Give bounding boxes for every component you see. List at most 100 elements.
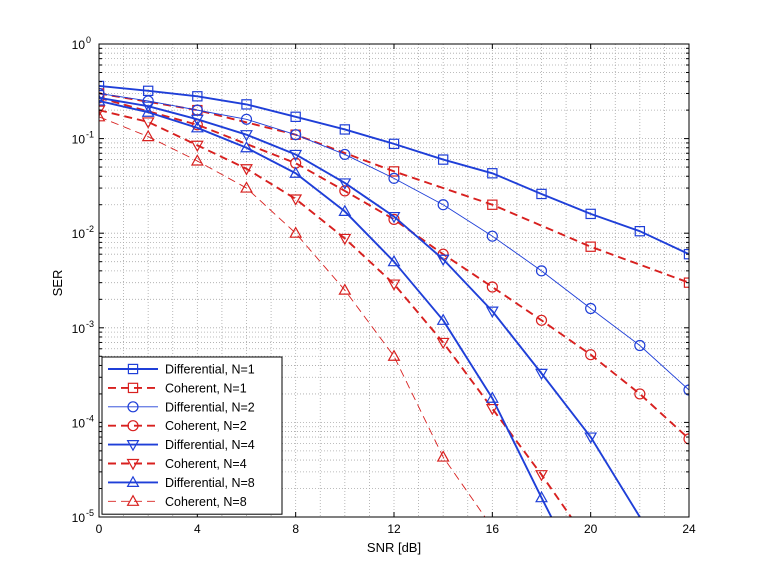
data-point bbox=[289, 166, 303, 178]
legend-label: Differential, N=8 bbox=[165, 476, 255, 490]
legend-label: Coherent, N=8 bbox=[165, 495, 247, 509]
data-point bbox=[585, 208, 596, 220]
series-line bbox=[99, 96, 689, 440]
series-line bbox=[99, 100, 553, 517]
data-point bbox=[141, 105, 155, 117]
data-point bbox=[437, 154, 449, 165]
x-tick-label: 24 bbox=[682, 522, 696, 536]
x-tick-label: 20 bbox=[584, 522, 598, 536]
data-point bbox=[99, 94, 106, 106]
data-point bbox=[535, 265, 548, 277]
data-point bbox=[487, 168, 498, 179]
data-point bbox=[190, 114, 204, 127]
legend-marker bbox=[127, 363, 139, 375]
data-point bbox=[141, 101, 155, 114]
data-point bbox=[683, 277, 689, 288]
data-point bbox=[339, 124, 351, 135]
y-tick-exponent: 0 bbox=[86, 35, 91, 45]
data-point bbox=[388, 213, 400, 225]
data-point bbox=[338, 178, 352, 190]
y-tick-exponent: -5 bbox=[86, 508, 94, 518]
data-point bbox=[240, 113, 253, 125]
legend-entry: Differential, N=8 bbox=[108, 475, 255, 490]
data-point bbox=[240, 164, 253, 176]
data-point bbox=[289, 226, 303, 238]
series-7 bbox=[99, 94, 553, 517]
legend-marker bbox=[126, 494, 140, 506]
data-point bbox=[190, 140, 204, 153]
y-tick-label: 10 bbox=[72, 38, 86, 52]
y-axis-label: SER bbox=[50, 270, 65, 297]
legend-label: Coherent, N=1 bbox=[165, 381, 247, 395]
data-point bbox=[240, 140, 253, 153]
data-point bbox=[99, 105, 106, 117]
data-point bbox=[339, 185, 351, 197]
data-point bbox=[387, 211, 401, 224]
data-point bbox=[436, 254, 450, 267]
data-point bbox=[190, 120, 204, 133]
data-point bbox=[535, 470, 548, 482]
data-point bbox=[535, 490, 548, 503]
data-point bbox=[585, 241, 596, 252]
data-point bbox=[240, 130, 253, 142]
legend-label: Coherent, N=4 bbox=[165, 457, 247, 471]
series-5 bbox=[99, 93, 641, 517]
y-tick-label: 10 bbox=[72, 322, 86, 336]
legend-label: Differential, N=1 bbox=[165, 363, 255, 377]
legend-marker bbox=[126, 458, 140, 471]
legend-marker bbox=[127, 382, 139, 394]
legend-marker bbox=[126, 440, 140, 452]
data-point bbox=[536, 188, 547, 200]
legend-label: Differential, N=2 bbox=[165, 400, 255, 414]
data-point bbox=[190, 154, 204, 166]
data-point bbox=[585, 302, 597, 315]
legend-entry: Differential, N=4 bbox=[108, 438, 255, 452]
x-tick-label: 4 bbox=[194, 522, 201, 536]
data-point bbox=[388, 172, 400, 184]
legend-marker bbox=[126, 475, 140, 487]
series-line bbox=[99, 92, 689, 284]
data-point bbox=[192, 91, 203, 102]
legend-marker bbox=[127, 401, 139, 413]
legend: Differential, N=1 Coherent, N=1 Differenti… bbox=[101, 356, 283, 515]
x-tick-label: 16 bbox=[486, 522, 500, 536]
data-point bbox=[585, 349, 597, 361]
data-point bbox=[289, 149, 303, 162]
x-tick-label: 12 bbox=[387, 522, 401, 536]
series-line bbox=[99, 93, 689, 391]
data-point bbox=[683, 384, 689, 396]
series-layer bbox=[99, 80, 689, 517]
data-point bbox=[241, 99, 252, 110]
legend-label: Coherent, N=2 bbox=[165, 419, 247, 433]
data-point bbox=[388, 138, 400, 150]
data-point bbox=[487, 199, 498, 210]
legend-entry: Coherent, N=8 bbox=[108, 494, 247, 509]
series-8 bbox=[99, 109, 486, 517]
data-point bbox=[683, 248, 689, 260]
series-line bbox=[99, 116, 486, 517]
y-tick-label: 10 bbox=[72, 227, 86, 241]
data-point bbox=[436, 337, 450, 350]
series-line bbox=[99, 85, 689, 256]
y-tick-label: 10 bbox=[72, 416, 86, 430]
data-point bbox=[338, 233, 352, 246]
legend-entry: Coherent, N=1 bbox=[108, 381, 247, 395]
data-point bbox=[387, 279, 401, 291]
data-point bbox=[436, 313, 450, 325]
data-point bbox=[535, 314, 548, 326]
x-tick-label: 0 bbox=[96, 522, 103, 536]
data-point bbox=[485, 306, 499, 318]
x-axis-label: SNR [dB] bbox=[367, 540, 421, 555]
data-point bbox=[339, 148, 351, 161]
data-point bbox=[634, 225, 646, 237]
data-point bbox=[240, 181, 253, 193]
data-point bbox=[486, 230, 498, 242]
series-1 bbox=[99, 80, 689, 260]
y-tick-exponent: -4 bbox=[86, 413, 94, 423]
data-point bbox=[584, 432, 598, 444]
data-point bbox=[634, 388, 646, 400]
legend-entry: Coherent, N=4 bbox=[108, 457, 247, 471]
y-tick-label: 10 bbox=[72, 133, 86, 147]
